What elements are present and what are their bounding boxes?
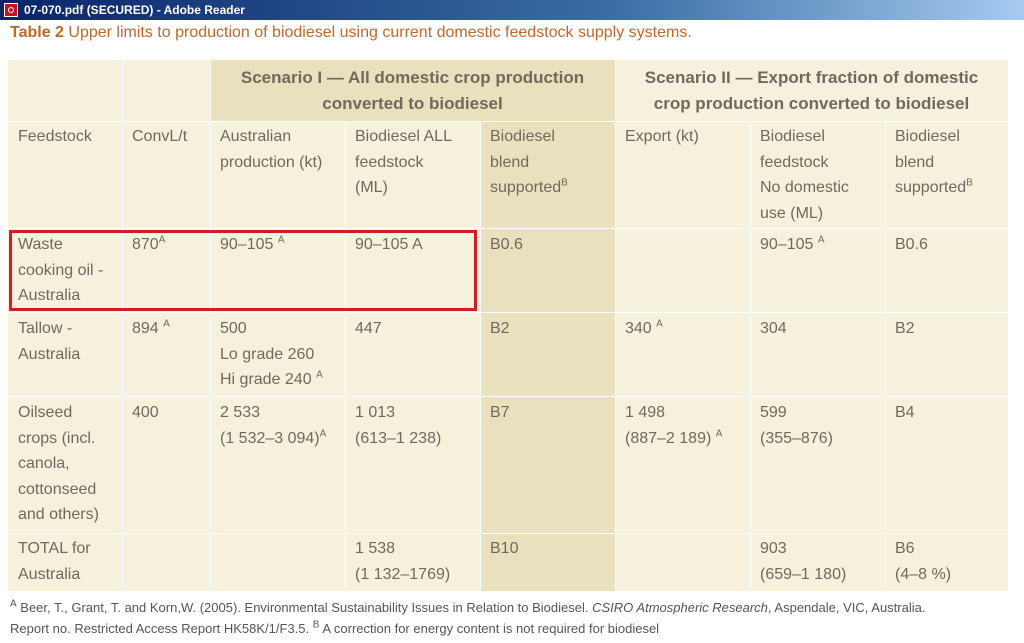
table-row-2-conv: 894 A bbox=[132, 318, 170, 337]
col-header-blend-supported-1: Biodiesel blend supportedB bbox=[490, 128, 568, 197]
table-row-1-conv: 870A bbox=[132, 234, 166, 253]
col-header-biodiesel-all: Biodiesel ALL feedstock (ML) bbox=[355, 128, 452, 197]
col-header-australian-production: Australian production (kt) bbox=[220, 128, 323, 171]
table-row-3-conv: 400 bbox=[132, 404, 159, 421]
table-row-3-export: 1 498 (887–2 189) A bbox=[625, 404, 723, 447]
table-row-3-feedstock: Oilseed crops (incl. canola, cottonseed … bbox=[18, 404, 99, 524]
table-caption: Table 2 Upper limits to production of bi… bbox=[10, 24, 692, 42]
scenario1-header: Scenario I — All domestic crop productio… bbox=[240, 68, 585, 113]
table-row-3-aus-prod: 2 533 (1 532–3 094)A bbox=[220, 404, 327, 447]
blend-column-band bbox=[480, 121, 615, 591]
window-title: 07-070.pdf (SECURED) - Adobe Reader bbox=[24, 3, 245, 17]
footnote-b: Report no. Restricted Access Report HK58… bbox=[10, 619, 660, 636]
col-header-conv: ConvL/t bbox=[132, 128, 188, 145]
biodiesel-table: Scenario I — All domestic crop productio… bbox=[8, 60, 1008, 591]
table-row-1-bio-all: 90–105 A bbox=[355, 236, 423, 253]
col-header-biodiesel-feedstock: Biodiesel feedstock No domestic use (ML) bbox=[760, 128, 849, 222]
scenario2-header: Scenario II — Export fraction of domesti… bbox=[644, 68, 979, 113]
table-row-4-blend1: B10 bbox=[490, 540, 519, 557]
footnote-a: A Beer, T., Grant, T. and Korn,W. (2005)… bbox=[10, 598, 926, 615]
table-row-2-aus-prod: 500 Lo grade 260 Hi grade 240 A bbox=[220, 320, 323, 389]
table-row-4-feedstock: TOTAL for Australia bbox=[18, 540, 91, 583]
table-row-1-bio-feed: 90–105 A bbox=[760, 234, 825, 253]
table-row-4-blend2: B6 (4–8 %) bbox=[895, 540, 952, 583]
table-row-3-blend2: B4 bbox=[895, 404, 915, 421]
table-row-3-bio-all: 1 013 (613–1 238) bbox=[355, 404, 442, 447]
table-row-2-feedstock: Tallow - Australia bbox=[18, 320, 81, 363]
table-row-2-bio-feed: 304 bbox=[760, 320, 787, 337]
table-row-2-bio-all: 447 bbox=[355, 320, 382, 337]
highlight-box bbox=[9, 230, 477, 311]
scenario1-header-band bbox=[210, 60, 615, 121]
table-caption-label: Table 2 bbox=[10, 24, 64, 41]
table-row-1-feedstock: Waste cooking oil - Australia bbox=[18, 236, 104, 305]
table-row-2-blend2: B2 bbox=[895, 320, 915, 337]
table-row-1-blend2: B0.6 bbox=[895, 236, 928, 253]
table-row-3-bio-feed: 599 (355–876) bbox=[760, 404, 833, 447]
col-header-export: Export (kt) bbox=[625, 128, 699, 145]
table-row-4-bio-feed: 903 (659–1 180) bbox=[760, 540, 847, 583]
window-titlebar: 07-070.pdf (SECURED) - Adobe Reader bbox=[0, 0, 1024, 20]
table-caption-text: Upper limits to production of biodiesel … bbox=[63, 24, 692, 41]
adobe-reader-icon bbox=[4, 3, 18, 17]
table-row-2-export: 340 A bbox=[625, 318, 663, 337]
col-header-blend-supported-2: Biodiesel blend supportedB bbox=[895, 128, 973, 197]
table-row-1-aus-prod: 90–105 A bbox=[220, 234, 285, 253]
table-row-2-blend1: B2 bbox=[490, 320, 510, 337]
col-header-feedstock: Feedstock bbox=[18, 128, 92, 145]
table-row-3-blend1: B7 bbox=[490, 404, 510, 421]
table-row-4-bio-all: 1 538 (1 132–1769) bbox=[355, 540, 451, 583]
table-row-1-blend1: B0.6 bbox=[490, 236, 523, 253]
